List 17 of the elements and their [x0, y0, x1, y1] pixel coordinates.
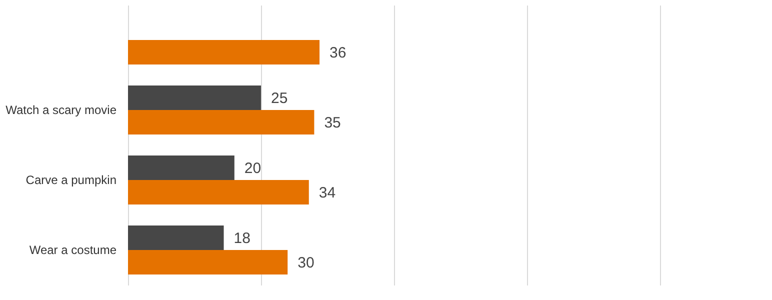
- bar: [128, 156, 234, 180]
- data-label: 35: [324, 114, 341, 132]
- data-label: 18: [234, 230, 250, 247]
- bar: [128, 250, 288, 274]
- y-tick-label: Carve a pumpkin: [26, 173, 116, 187]
- data-label: 25: [271, 90, 288, 107]
- data-label: 30: [298, 254, 314, 272]
- y-tick-label: Wear a costume: [29, 243, 117, 257]
- bar: [128, 40, 320, 64]
- bar: [128, 86, 261, 110]
- bar: [128, 180, 309, 204]
- data-label: 20: [244, 160, 262, 177]
- y-tick-label: Watch a scary movie: [6, 103, 117, 117]
- data-label: 36: [330, 44, 346, 62]
- data-label: 34: [318, 184, 336, 202]
- bar: [128, 226, 224, 250]
- bar: [128, 110, 314, 134]
